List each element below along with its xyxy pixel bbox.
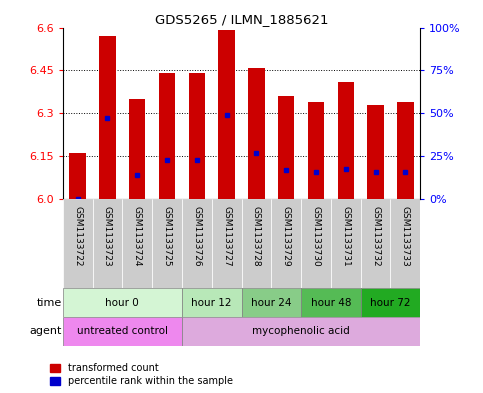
- Text: agent: agent: [30, 327, 62, 336]
- FancyBboxPatch shape: [122, 199, 152, 288]
- Text: GSM1133730: GSM1133730: [312, 206, 320, 267]
- FancyBboxPatch shape: [390, 199, 420, 288]
- Text: hour 24: hour 24: [251, 298, 292, 308]
- Bar: [248, 68, 265, 199]
- Text: GSM1133723: GSM1133723: [103, 206, 112, 267]
- Bar: [70, 153, 86, 199]
- Bar: [129, 99, 145, 199]
- Bar: [278, 96, 294, 199]
- Legend: transformed count, percentile rank within the sample: transformed count, percentile rank withi…: [48, 361, 235, 388]
- Bar: [99, 36, 115, 199]
- FancyBboxPatch shape: [182, 199, 212, 288]
- Bar: [242, 288, 301, 317]
- Text: GSM1133722: GSM1133722: [73, 206, 82, 267]
- Bar: [397, 102, 413, 199]
- Bar: [338, 82, 354, 199]
- Bar: [63, 288, 182, 317]
- Bar: [63, 317, 182, 346]
- Bar: [189, 73, 205, 199]
- Text: hour 48: hour 48: [311, 298, 351, 308]
- Text: mycophenolic acid: mycophenolic acid: [252, 327, 350, 336]
- Bar: [368, 105, 384, 199]
- Text: untreated control: untreated control: [77, 327, 168, 336]
- Bar: [308, 102, 324, 199]
- Text: GSM1133728: GSM1133728: [252, 206, 261, 267]
- Title: GDS5265 / ILMN_1885621: GDS5265 / ILMN_1885621: [155, 13, 328, 26]
- FancyBboxPatch shape: [331, 199, 361, 288]
- Text: GSM1133726: GSM1133726: [192, 206, 201, 267]
- FancyBboxPatch shape: [271, 199, 301, 288]
- Text: GSM1133731: GSM1133731: [341, 206, 350, 267]
- Bar: [182, 288, 242, 317]
- Bar: [159, 73, 175, 199]
- Bar: [361, 288, 420, 317]
- Bar: [218, 30, 235, 199]
- Text: hour 72: hour 72: [370, 298, 411, 308]
- Bar: [301, 288, 361, 317]
- Bar: [182, 317, 420, 346]
- Text: GSM1133727: GSM1133727: [222, 206, 231, 267]
- FancyBboxPatch shape: [361, 199, 390, 288]
- Text: GSM1133733: GSM1133733: [401, 206, 410, 267]
- FancyBboxPatch shape: [152, 199, 182, 288]
- FancyBboxPatch shape: [242, 199, 271, 288]
- FancyBboxPatch shape: [212, 199, 242, 288]
- Text: hour 0: hour 0: [105, 298, 139, 308]
- Text: GSM1133729: GSM1133729: [282, 206, 291, 267]
- Text: GSM1133724: GSM1133724: [133, 206, 142, 267]
- Text: GSM1133725: GSM1133725: [163, 206, 171, 267]
- Text: hour 12: hour 12: [191, 298, 232, 308]
- FancyBboxPatch shape: [301, 199, 331, 288]
- FancyBboxPatch shape: [93, 199, 122, 288]
- Text: GSM1133732: GSM1133732: [371, 206, 380, 267]
- FancyBboxPatch shape: [63, 199, 93, 288]
- Text: time: time: [37, 298, 62, 308]
